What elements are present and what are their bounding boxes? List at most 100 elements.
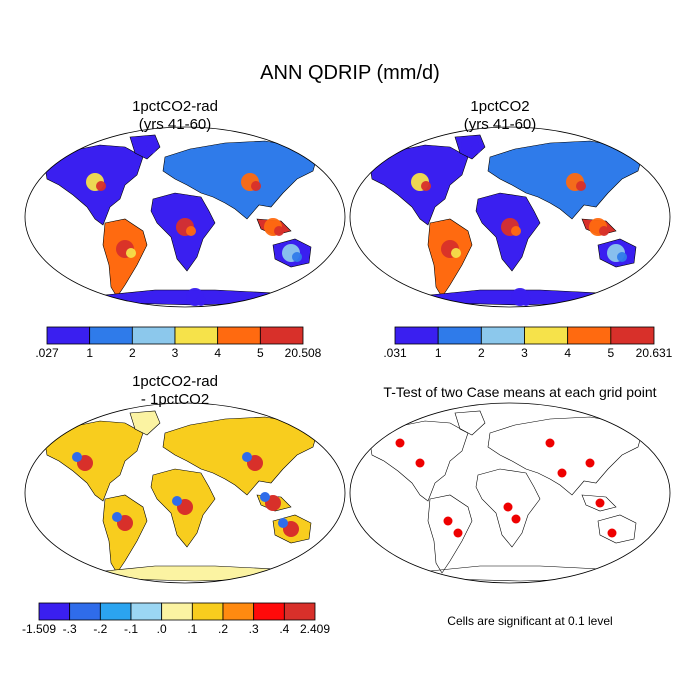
field-namerica-b: [421, 181, 431, 191]
sig-africa-0: [503, 502, 513, 512]
colorbar-bl-swatch-6: [222, 602, 255, 621]
field-antarctica-b: [196, 296, 206, 306]
colorbar-tl-tick-label-0: .027: [35, 346, 59, 360]
panel-title-br: T-Test of two Case means at each grid po…: [383, 384, 657, 400]
diff-samerica-b: [112, 512, 122, 522]
land-antarctica: [428, 565, 601, 582]
sig-namerica-1: [395, 438, 405, 448]
map-panel-3: [349, 402, 671, 584]
sig-africa-1: [511, 514, 521, 524]
diff-seasia-b: [260, 492, 270, 502]
field-namerica-b: [96, 181, 106, 191]
panel-title-tr-line1: 1pctCO2: [470, 98, 530, 115]
field-samerica-b: [451, 248, 461, 258]
land-samerica: [102, 494, 148, 574]
panel-title-bl-line2: - 1pctCO2: [140, 391, 210, 408]
colorbar-tl-swatch-4: [217, 326, 261, 345]
field-australia-b: [292, 252, 302, 262]
field-greenland-b: [471, 144, 481, 154]
colorbar-bl-swatch-5: [191, 602, 224, 621]
field-africa-b: [186, 226, 196, 236]
colorbar-bl-swatch-1: [69, 602, 101, 621]
field-australia-b: [617, 252, 627, 262]
colorbar-bl-tick-label-5: .1: [187, 622, 197, 636]
colorbar-bl-tick-label-3: -.1: [124, 622, 138, 636]
colorbar-tl-swatch-3: [174, 326, 219, 345]
colorbar-bl-swatch-7: [253, 602, 285, 621]
colorbar-bl-tick-label-1: -.3: [63, 622, 77, 636]
colorbar-tl-swatch-2: [131, 326, 176, 345]
map-border-1: [349, 126, 671, 308]
field-eurasia-b: [576, 181, 586, 191]
land-greenland: [129, 410, 161, 436]
figure-title: ANN QDRIP (mm/d): [260, 62, 440, 84]
colorbar-bl-swatch-2: [99, 602, 132, 621]
map-border-0: [24, 126, 346, 308]
colorbar-tr-tick-label-6: 20.631: [636, 346, 673, 360]
colorbar-bl-swatch-4: [161, 602, 193, 621]
land-eurasia: [487, 140, 643, 220]
colorbar-tr-swatch-1: [437, 326, 482, 345]
field-greenland-b: [146, 144, 156, 154]
sig-eurasia-1: [585, 458, 595, 468]
panel-title-tl-line1: 1pctCO2-rad: [132, 98, 218, 115]
map-border-3: [349, 402, 671, 584]
colorbar-bl-tick-label-8: .4: [279, 622, 289, 636]
colorbar-bl-swatch-0: [38, 602, 71, 621]
field-samerica-b: [126, 248, 136, 258]
colorbar-tr-swatch-4: [567, 326, 612, 345]
colorbar-tr-tick-label-5: 5: [607, 346, 614, 360]
colorbar-tr-swatch-0: [394, 326, 439, 345]
colorbar-bl-tick-label-2: -.2: [93, 622, 107, 636]
land-greenland: [454, 410, 486, 436]
sig-namerica-0: [415, 458, 425, 468]
sig-eurasia-0: [557, 468, 567, 478]
land-africa: [475, 468, 541, 548]
colorbar-tr-swatch-5: [610, 326, 655, 345]
colorbar-tr-tick-label-1: 1: [435, 346, 442, 360]
sig-australia-0: [607, 528, 617, 538]
map-border-2: [24, 402, 346, 584]
colorbar-bl-swatch-3: [130, 602, 163, 621]
land-eurasia: [162, 416, 318, 496]
colorbar-bl-swatch-8: [283, 602, 316, 621]
colorbar-tr-swatch-2: [480, 326, 525, 345]
diff-namerica-b: [72, 452, 82, 462]
field-seasia-b: [274, 226, 284, 236]
colorbar-bl-tick-label-4: .0: [157, 622, 167, 636]
colorbar-tl-swatch-1: [89, 326, 133, 345]
significance-footnote: Cells are significant at 0.1 level: [447, 614, 613, 628]
colorbar-tr-tick-label-0: .031: [383, 346, 407, 360]
colorbar-tl-swatch-5: [259, 326, 304, 345]
colorbar-tr-tick-label-2: 2: [478, 346, 485, 360]
colorbar-bl-tick-label-9: 2.409: [300, 622, 330, 636]
field-seasia-b: [599, 226, 609, 236]
colorbar-bl-tick-label-7: .3: [249, 622, 259, 636]
colorbar-tr-tick-label-3: 3: [521, 346, 528, 360]
land-antarctica: [103, 565, 276, 582]
map-panel-2: [24, 402, 346, 584]
colorbar-tl-tick-label-3: 3: [172, 346, 179, 360]
map-panel-1: [349, 126, 671, 308]
colorbar-tl-tick-label-4: 4: [214, 346, 221, 360]
colorbar-tl-tick-label-5: 5: [257, 346, 264, 360]
land-eurasia: [162, 140, 318, 220]
land-namerica: [369, 420, 469, 502]
land-samerica: [427, 494, 473, 574]
colorbar-tr-tick-label-4: 4: [564, 346, 571, 360]
diff-africa-b: [172, 496, 182, 506]
diff-australia-b: [278, 518, 288, 528]
sig-samerica-1: [453, 528, 463, 538]
map-panel-0: [24, 126, 346, 308]
field-eurasia-b: [251, 181, 261, 191]
land-seasia: [581, 494, 617, 512]
land-namerica: [44, 420, 144, 502]
panel-title-bl-line1: 1pctCO2-rad: [132, 373, 218, 390]
colorbar-tl-swatch-0: [46, 326, 91, 345]
colorbar-bl-tick-label-0: -1.509: [22, 622, 56, 636]
land-australia: [597, 514, 637, 544]
sig-samerica-0: [443, 516, 453, 526]
field-africa-b: [511, 226, 521, 236]
colorbar-tl-tick-label-1: 1: [86, 346, 93, 360]
